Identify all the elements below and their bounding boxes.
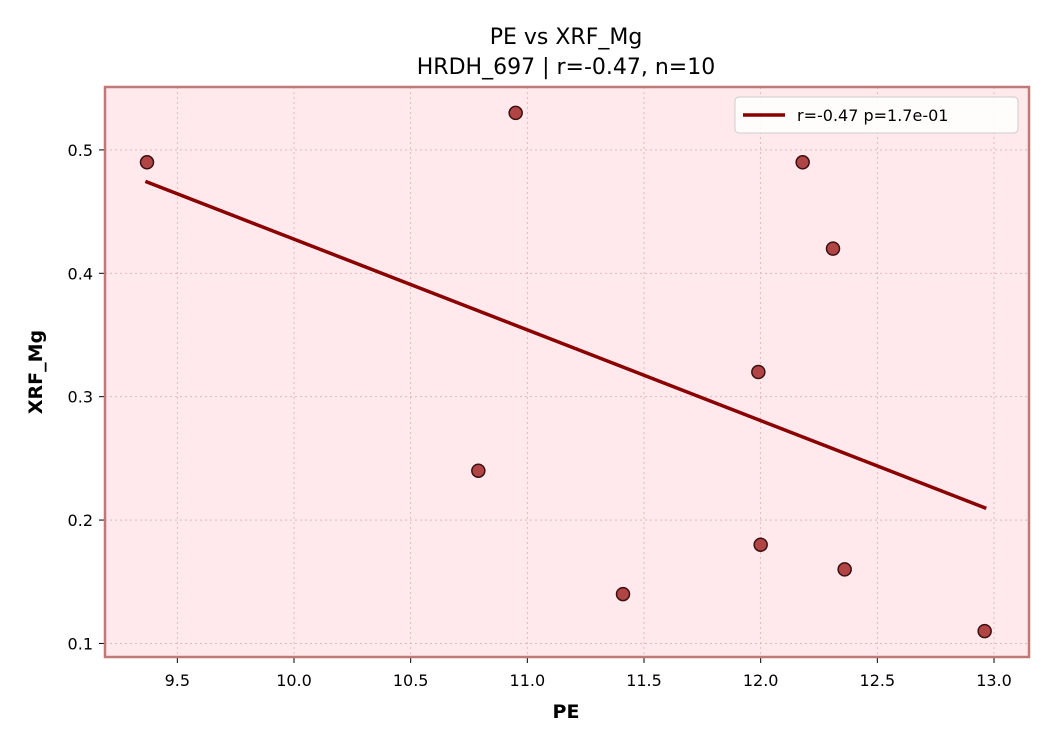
plot-border: [103, 85, 1031, 659]
x-tick-label: 11.5: [626, 671, 662, 690]
y-tick-label: 0.4: [68, 264, 93, 283]
y-tick-label: 0.5: [68, 141, 93, 160]
data-points: [139, 105, 992, 639]
data-point: [795, 155, 810, 170]
legend-box: [734, 96, 1019, 134]
x-tick-label: 10.0: [276, 671, 312, 690]
data-point: [751, 364, 766, 380]
legend: r=-0.47 p=1.7e-01: [734, 96, 1019, 134]
x-tick-label: 12.5: [860, 671, 896, 690]
chart-title: PE vs XRF_Mg: [490, 25, 643, 50]
x-tick-label: 9.5: [165, 671, 190, 690]
data-point: [471, 463, 486, 478]
x-tick-label: 11.0: [510, 671, 546, 690]
regression-line: [144, 179, 987, 510]
y-tick-label: 0.1: [68, 634, 93, 653]
chart-subtitle: HRDH_697 | r=-0.47, n=10: [417, 55, 715, 80]
data-point: [615, 586, 631, 602]
legend-label: r=-0.47 p=1.7e-01: [797, 106, 948, 125]
y-axis-label: XRF_Mg: [25, 330, 47, 414]
regression-line-group: [144, 179, 987, 510]
data-point: [753, 537, 768, 552]
x-tick-label: 10.5: [393, 671, 429, 690]
data-point: [977, 623, 992, 639]
axis-ticks: 9.5 10.0 10.5 11.0 11.5 12.0 12.5 13.0 0.1 0.2 0.3…: [68, 141, 1012, 690]
y-tick-label: 0.3: [68, 388, 93, 407]
data-point: [837, 562, 852, 577]
plot-area: [105, 87, 1029, 657]
x-axis-label: PE: [553, 701, 580, 723]
y-tick-label: 0.2: [68, 511, 93, 530]
data-point: [825, 241, 841, 256]
data-point: [139, 155, 155, 170]
data-point: [508, 105, 523, 121]
x-tick-label: 12.0: [743, 671, 779, 690]
x-tick-label: 13.0: [976, 671, 1012, 690]
